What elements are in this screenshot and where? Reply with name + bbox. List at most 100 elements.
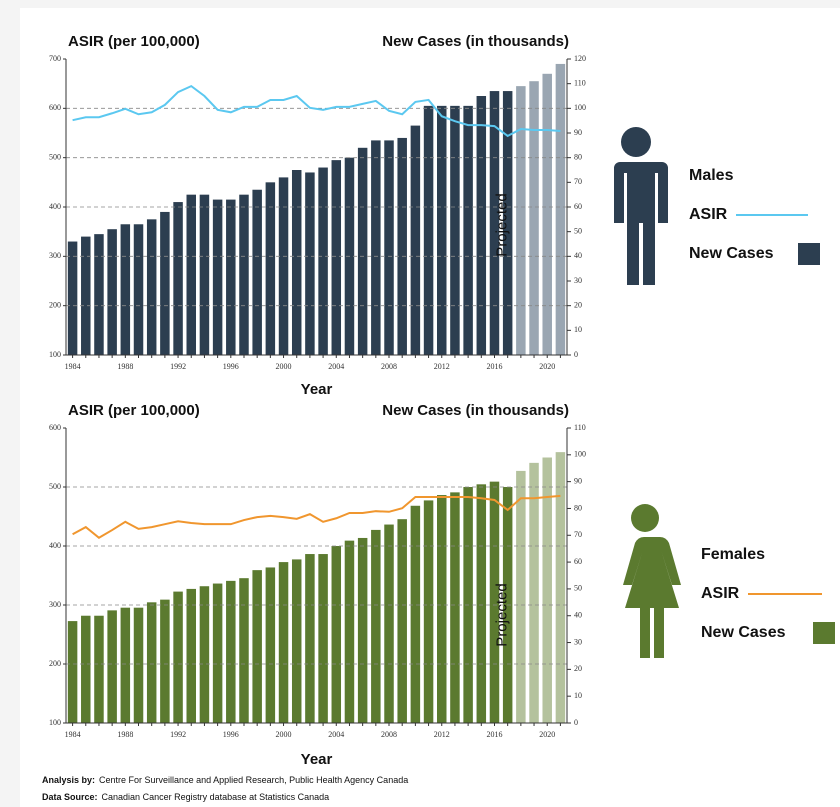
bar (265, 182, 276, 355)
bar (291, 559, 302, 723)
x-tick-label: 2008 (381, 362, 397, 371)
y2-tick-label: 10 (574, 325, 582, 334)
footer-text: Centre For Surveillance and Applied Rese… (99, 775, 408, 785)
legend-title: Females (701, 546, 765, 563)
x-tick-label: 2012 (434, 362, 450, 371)
bar (489, 91, 500, 356)
bar (212, 583, 223, 723)
bar (437, 495, 447, 723)
bar (173, 591, 183, 723)
x-tick-label: 1988 (117, 730, 133, 739)
projected-label: Projected (493, 193, 510, 256)
y2-tick-label: 30 (574, 637, 582, 646)
legend-label: New Cases (701, 624, 786, 641)
y-tick-label: 100 (49, 718, 61, 727)
bar (318, 554, 328, 723)
y2-tick-label: 50 (574, 226, 582, 235)
y2-tick-label: 40 (574, 611, 582, 620)
bar (516, 86, 526, 355)
bar (265, 567, 276, 723)
bar (502, 91, 513, 356)
bar (423, 500, 434, 723)
footer-label: Data Source: (42, 792, 98, 802)
bar (199, 586, 210, 723)
y2-tick-label: 20 (574, 300, 582, 309)
bar (186, 588, 196, 723)
bar (67, 621, 78, 723)
x-tick-label: 2004 (328, 730, 344, 739)
legend-label: ASIR (701, 585, 740, 602)
bar (252, 189, 262, 355)
footer-note: Analysis by: Centre For Surveillance and … (42, 775, 408, 785)
y2-tick-label: 80 (574, 152, 582, 161)
x-tick-label: 2008 (381, 730, 397, 739)
y2-tick-label: 40 (574, 251, 582, 260)
y2-tick-label: 60 (574, 202, 582, 211)
y-tick-label: 500 (49, 152, 61, 161)
x-tick-label: 2000 (276, 730, 292, 739)
x-tick-label: 1988 (117, 362, 133, 371)
bar (120, 607, 131, 723)
female-icon (623, 504, 681, 658)
y2-tick-label: 90 (574, 128, 582, 137)
bar (357, 537, 368, 723)
bar (371, 140, 381, 355)
y-tick-label: 500 (49, 482, 61, 491)
projected-label: Projected (493, 583, 510, 646)
bar (542, 457, 552, 723)
bar (120, 224, 131, 355)
y2-tick-label: 100 (574, 450, 586, 459)
bar (371, 529, 381, 723)
y2-tick-label: 70 (574, 177, 582, 186)
x-tick-label: 1992 (170, 362, 186, 371)
y-axis-label: ASIR (per 100,000) (68, 402, 200, 419)
y-tick-label: 300 (49, 600, 61, 609)
x-tick-label: 2012 (434, 730, 450, 739)
bar (133, 224, 144, 355)
bar (239, 194, 249, 355)
x-tick-label: 2020 (539, 730, 555, 739)
x-tick-label: 1996 (223, 362, 239, 371)
bar (476, 484, 487, 723)
y2-tick-label: 0 (574, 350, 578, 359)
bar (516, 470, 526, 723)
bar (186, 194, 196, 355)
bar (397, 137, 407, 355)
bar (94, 234, 104, 355)
y2-tick-label: 120 (574, 54, 586, 63)
bar (318, 167, 328, 355)
x-axis-label: Year (301, 381, 333, 398)
legend-label: New Cases (689, 245, 774, 262)
bar (542, 73, 552, 356)
bar (199, 194, 210, 355)
y2-axis-label: New Cases (in thousands) (382, 33, 569, 50)
x-tick-label: 2016 (486, 730, 502, 739)
bar (384, 140, 394, 355)
bar (529, 81, 539, 355)
x-tick-label: 2020 (539, 362, 555, 371)
legend-title: Males (689, 167, 734, 184)
bar (410, 505, 421, 723)
y2-tick-label: 110 (574, 78, 586, 87)
bar (107, 229, 117, 355)
bar (423, 105, 434, 355)
bar (331, 546, 342, 723)
y2-tick-label: 0 (574, 718, 578, 727)
footer-note: Data Source: Canadian Cancer Registry dat… (42, 792, 329, 802)
bar (212, 199, 223, 355)
y-tick-label: 100 (49, 350, 61, 359)
bar (397, 519, 407, 723)
bar (450, 492, 460, 723)
bar (291, 170, 302, 355)
footer-label: Analysis by: (42, 775, 95, 785)
bar (133, 607, 144, 723)
x-tick-label: 2016 (486, 362, 502, 371)
y-tick-label: 400 (49, 541, 61, 550)
y2-tick-label: 30 (574, 276, 582, 285)
y2-tick-label: 70 (574, 530, 582, 539)
bar (555, 63, 566, 355)
bar (278, 177, 289, 355)
y-tick-label: 600 (49, 103, 61, 112)
